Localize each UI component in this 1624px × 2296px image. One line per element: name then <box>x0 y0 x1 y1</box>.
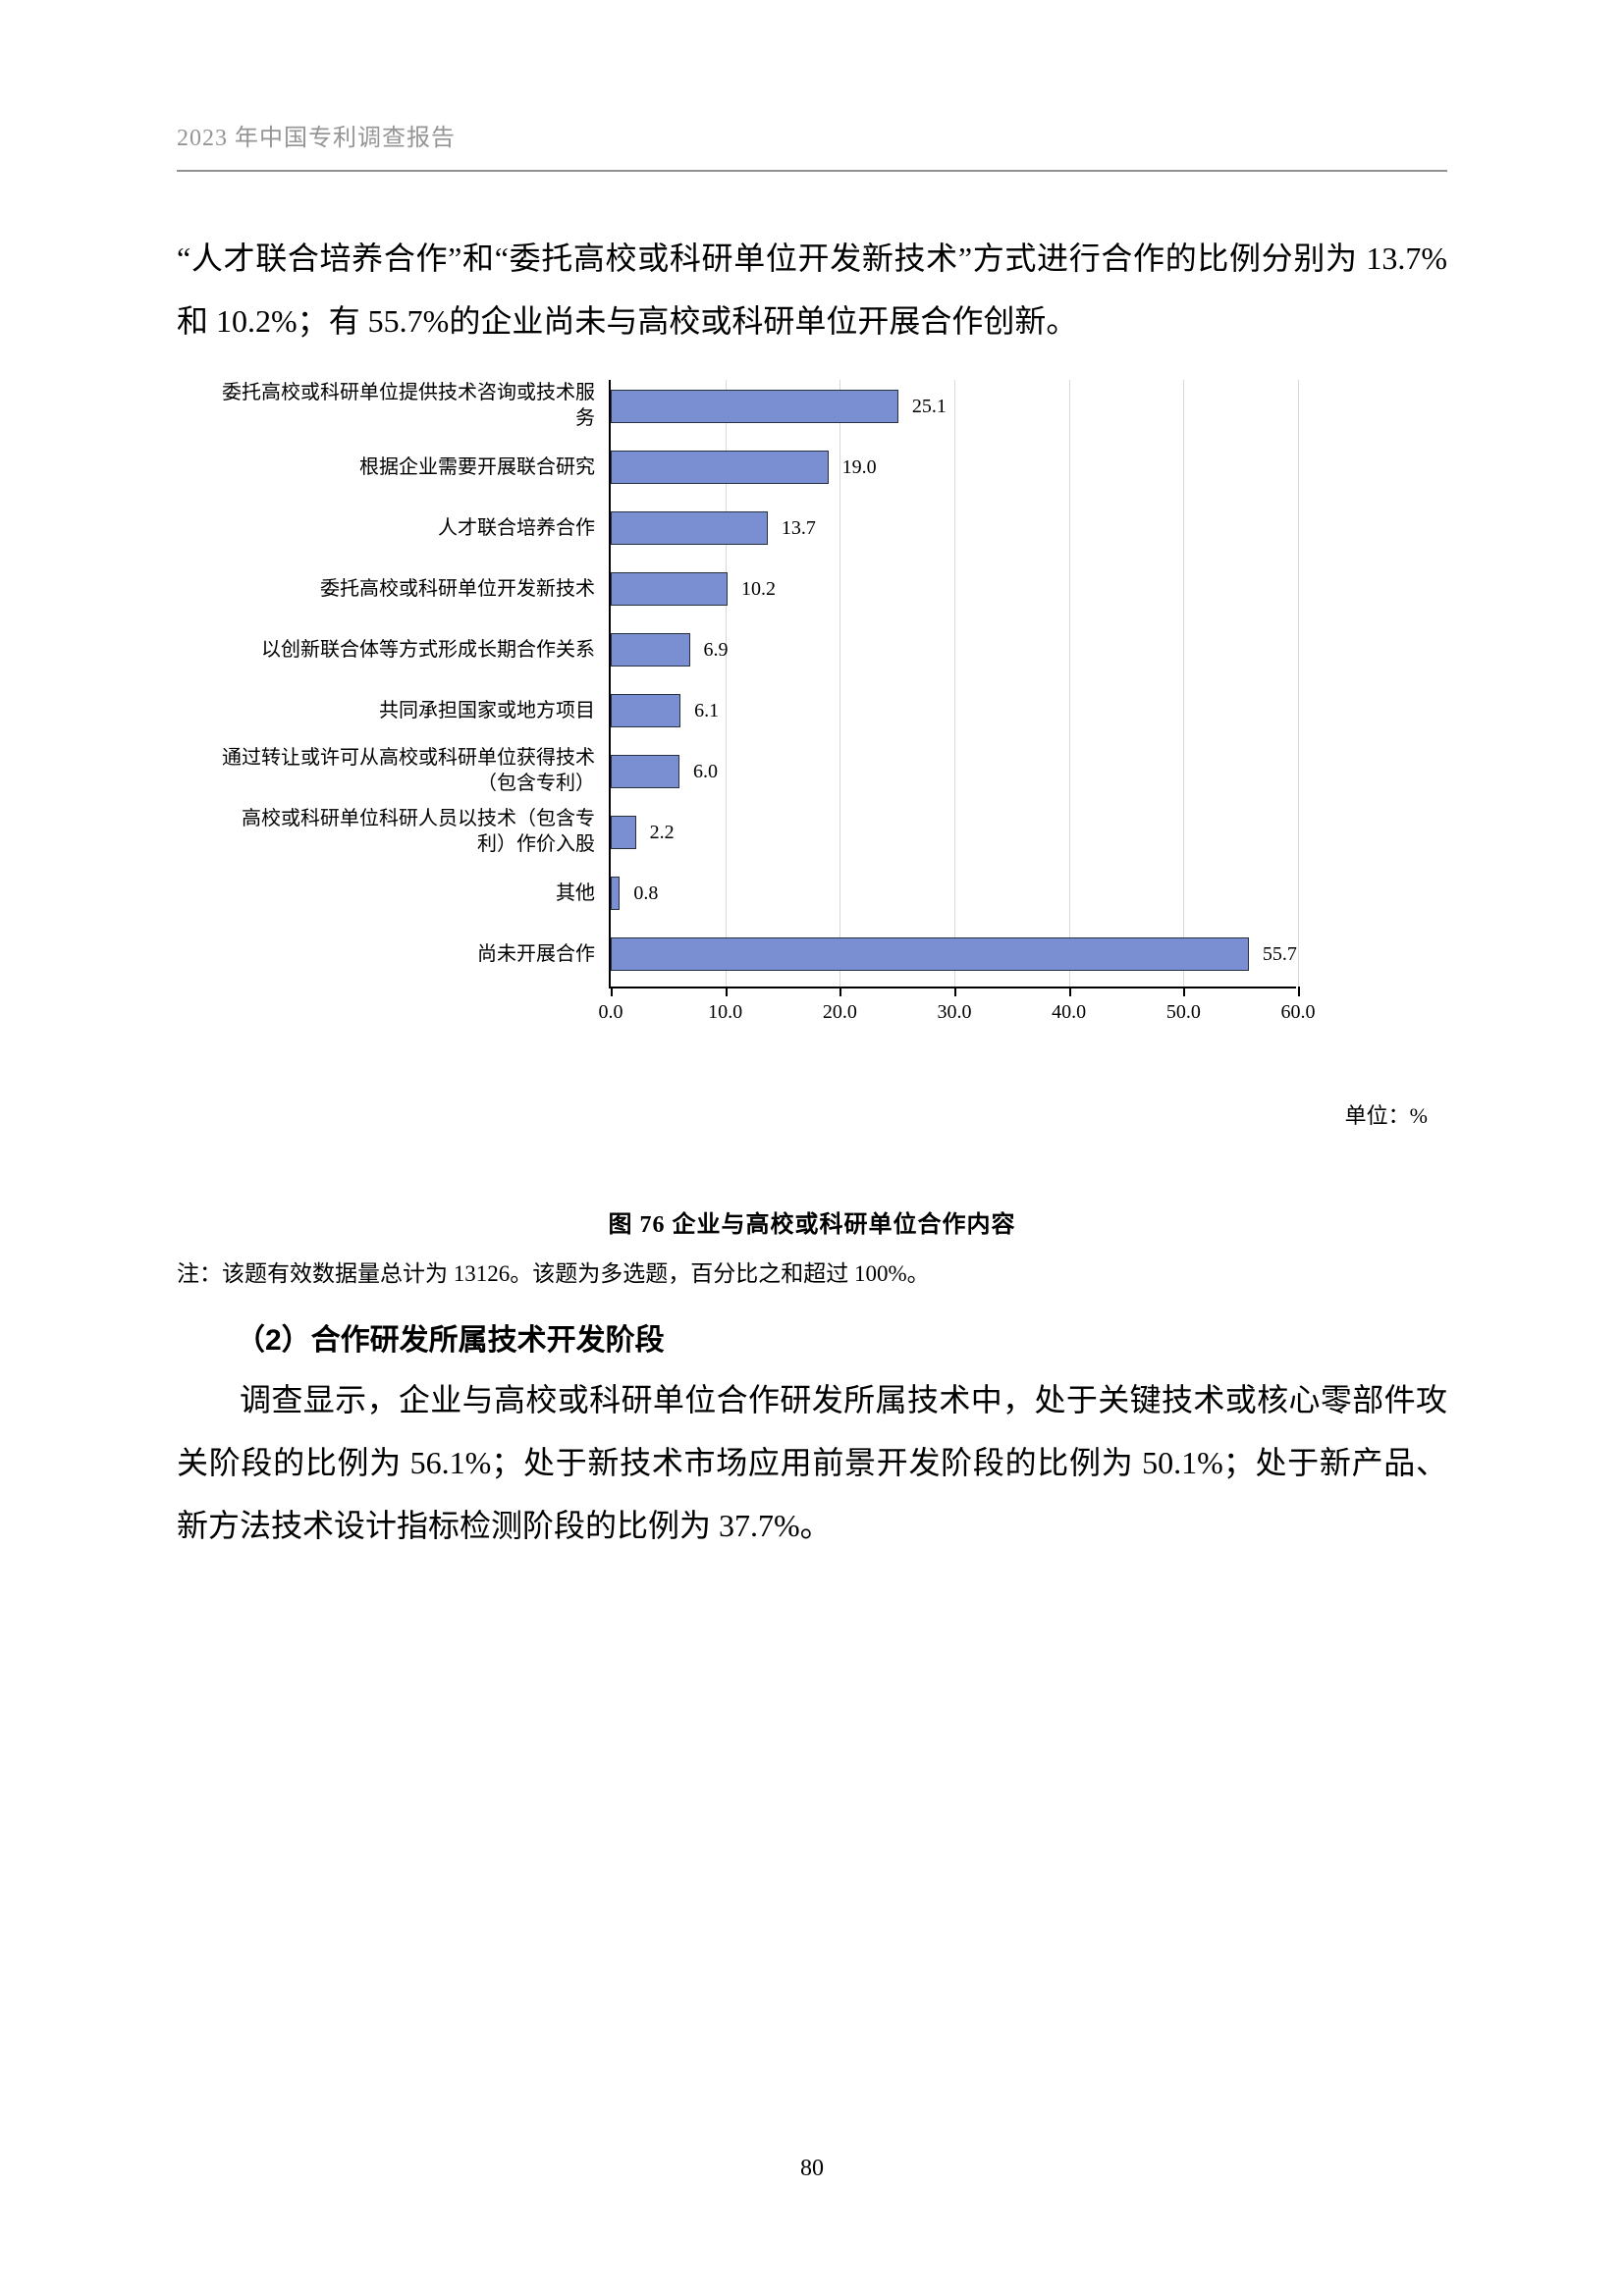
chart-gridline <box>839 380 840 987</box>
chart-value-label: 6.9 <box>704 639 729 662</box>
chart-gridline <box>954 380 955 987</box>
paragraph-1: “人才联合培养合作”和“委托高校或科研单位开发新技术”方式进行合作的比例分别为 … <box>177 227 1447 352</box>
chart-bar <box>611 816 636 849</box>
chart-category-label: 通过转让或许可从高校或科研单位获得技术（包含专利） <box>222 746 595 796</box>
chart-x-label: 60.0 <box>1281 1001 1316 1024</box>
horizontal-bar-chart: 0.0 10.0 20.0 30.0 40.0 50.0 60.0 25.1 19.0 13.7 1… <box>177 374 1434 1041</box>
chart-x-tick <box>839 987 841 996</box>
chart-value-label: 13.7 <box>782 517 816 540</box>
chart-x-tick <box>1298 987 1300 996</box>
chart-x-tick <box>954 987 956 996</box>
chart-value-label: 6.1 <box>694 700 719 722</box>
chart-x-label: 40.0 <box>1052 1001 1086 1024</box>
chart-value-label: 0.8 <box>633 882 658 905</box>
chart-value-label: 6.0 <box>693 761 718 783</box>
chart-value-label: 2.2 <box>650 822 675 844</box>
chart-category-label: 根据企业需要开展联合研究 <box>222 455 595 481</box>
chart-x-label: 50.0 <box>1166 1001 1201 1024</box>
chart-category-label: 委托高校或科研单位开发新技术 <box>222 577 595 603</box>
chart-value-label: 55.7 <box>1263 943 1297 966</box>
chart-category-label: 人才联合培养合作 <box>222 516 595 542</box>
chart-x-label: 30.0 <box>938 1001 972 1024</box>
chart-bar <box>611 937 1249 971</box>
section-heading-2: （2）合作研发所属技术开发阶段 <box>177 1315 1447 1359</box>
chart-x-tick <box>1183 987 1185 996</box>
chart-value-label: 25.1 <box>912 396 947 418</box>
chart-bar <box>611 633 690 667</box>
chart-bar <box>611 755 679 788</box>
chart-bar <box>611 451 829 484</box>
chart-value-label: 19.0 <box>842 456 877 479</box>
chart-note: 注：该题有效数据量总计为 13126。该题为多选题，百分比之和超过 100%。 <box>177 1255 1447 1288</box>
chart-x-tick <box>1069 987 1071 996</box>
chart-gridline <box>1069 380 1070 987</box>
chart-x-label: 0.0 <box>599 1001 623 1024</box>
chart-container: 0.0 10.0 20.0 30.0 40.0 50.0 60.0 25.1 19.0 13.7 1… <box>177 374 1447 1130</box>
chart-x-label: 10.0 <box>708 1001 742 1024</box>
header-rule <box>177 170 1447 172</box>
paragraph-2: 调查显示，企业与高校或科研单位合作研发所属技术中，处于关键技术或核心零部件攻关阶… <box>177 1368 1447 1557</box>
page-header: 2023 年中国专利调查报告 <box>177 118 1447 152</box>
chart-bar <box>611 511 768 545</box>
chart-gridline <box>1183 380 1184 987</box>
chart-unit-label: 单位：% <box>177 1098 1428 1130</box>
chart-gridline <box>1298 380 1299 987</box>
chart-category-label: 高校或科研单位科研人员以技术（包含专利）作价入股 <box>222 807 595 857</box>
chart-value-label: 10.2 <box>741 578 776 601</box>
chart-category-label: 共同承担国家或地方项目 <box>222 699 595 724</box>
chart-caption: 图 76 企业与高校或科研单位合作内容 <box>177 1204 1447 1239</box>
chart-category-label: 以创新联合体等方式形成长期合作关系 <box>222 638 595 664</box>
chart-x-tick <box>611 987 613 996</box>
chart-category-label: 其他 <box>222 881 595 907</box>
chart-x-label: 20.0 <box>823 1001 857 1024</box>
chart-bar <box>611 572 728 606</box>
chart-plot-area: 0.010.020.030.040.050.060.025.119.013.71… <box>609 380 1296 988</box>
page-number: 80 <box>0 2156 1624 2182</box>
chart-bar <box>611 877 620 910</box>
chart-category-label: 委托高校或科研单位提供技术咨询或技术服务 <box>222 381 595 431</box>
chart-bar <box>611 694 680 727</box>
chart-category-label: 尚未开展合作 <box>222 942 595 968</box>
chart-x-tick <box>726 987 728 996</box>
chart-bar <box>611 390 898 423</box>
